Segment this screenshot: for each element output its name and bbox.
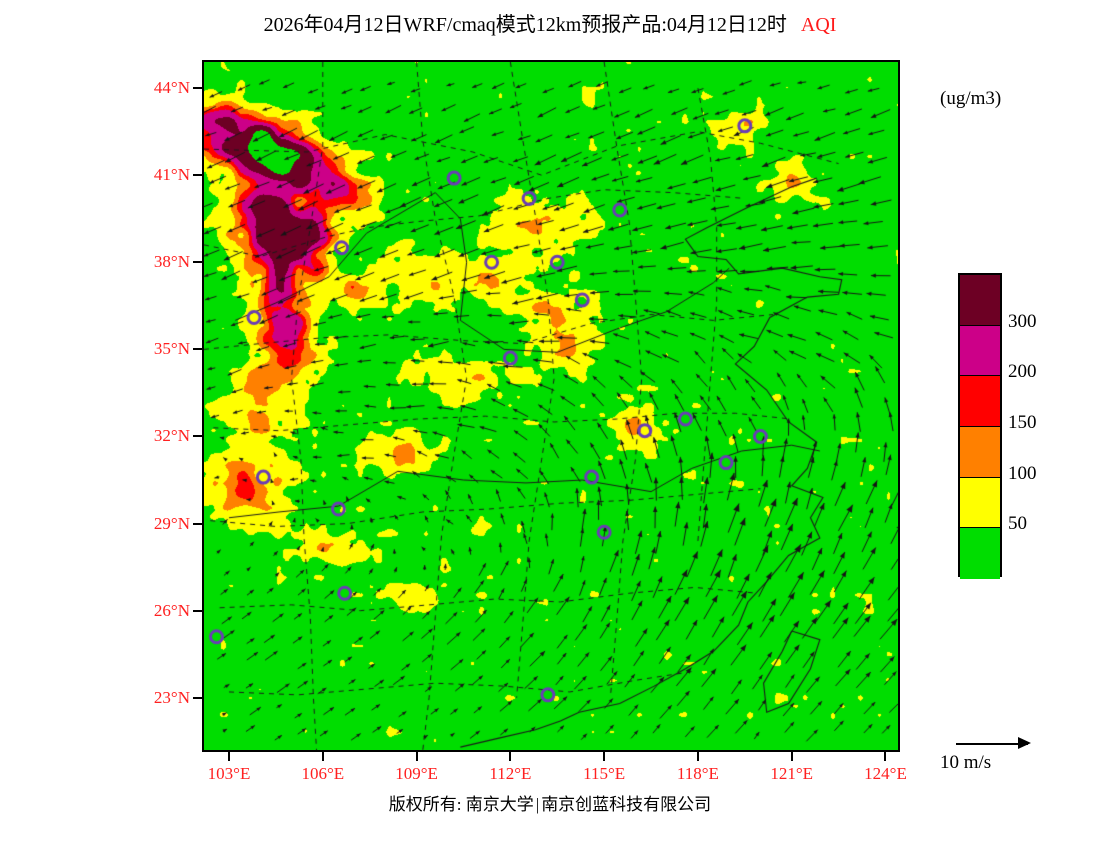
footer-company-text: 南京创蓝科技有限公司 [541, 795, 712, 814]
wind-scale-legend: 10 m/s [940, 735, 1080, 774]
lat-tick-label: 32°N [153, 426, 190, 446]
aqi-contour-canvas [204, 62, 898, 750]
page-title: 2026年04月12日WRF/cmaq模式12km预报产品:04月12日12时 A… [0, 8, 1100, 37]
colorbar-tick-300: 300 [1008, 310, 1037, 332]
lat-tick-label: 38°N [153, 252, 190, 272]
colorbar-band-severe[interactable] [960, 275, 1000, 326]
lat-tick-mark [193, 435, 202, 438]
lat-tick-label: 23°N [153, 687, 190, 707]
lon-tick-mark [415, 752, 418, 761]
lat-tick-label: 44°N [153, 78, 190, 98]
lon-tick-mark [603, 752, 606, 761]
lon-tick-mark [696, 752, 699, 761]
map-plot-area[interactable] [202, 60, 900, 752]
colorbar-band-very-heavy[interactable] [960, 325, 1000, 377]
lon-tick-mark [790, 752, 793, 761]
colorbar-band-light[interactable] [960, 477, 1000, 529]
title-variable-label: AQI [800, 14, 837, 36]
lon-tick-label: 124°E [864, 764, 907, 783]
lat-tick-label: 26°N [153, 600, 190, 620]
lon-tick-label: 112°E [489, 764, 532, 783]
lat-tick-mark [193, 696, 202, 699]
lon-tick-label: 115°E [583, 764, 626, 783]
lon-tick-label: 106°E [301, 764, 345, 783]
colorbar-tick-150: 150 [1008, 412, 1037, 433]
lon-tick-label: 118°E [676, 764, 719, 783]
lat-tick-label: 35°N [153, 339, 190, 359]
lat-tick-label: 29°N [153, 513, 190, 533]
colorbar-tick-50: 50 [1008, 513, 1027, 535]
lat-tick-label: 41°N [153, 165, 190, 185]
aqi-colorbar[interactable] [958, 273, 1002, 579]
colorbar-unit-label: (ug/m3) [940, 88, 1002, 109]
lon-tick-label: 121°E [770, 764, 814, 783]
lon-tick-mark [228, 752, 230, 761]
wind-arrow-icon [956, 735, 1080, 751]
lat-tick-mark [193, 348, 202, 351]
lat-tick-mark [193, 261, 202, 264]
colorbar-tick-100: 100 [1008, 462, 1037, 484]
lon-tick-label: 109°E [395, 764, 438, 783]
lat-tick-mark [193, 609, 202, 612]
colorbar-tick-200: 200 [1008, 361, 1037, 383]
lat-tick-mark [193, 522, 202, 525]
lon-tick-mark [509, 752, 512, 761]
lat-tick-mark [193, 174, 202, 177]
title-main-text: 2026年04月12日WRF/cmaq模式12km预报产品:04月12日12时 [263, 14, 787, 36]
lat-tick-mark [193, 87, 202, 90]
arrow-shaft [956, 743, 1028, 745]
colorbar-band-heavy[interactable] [960, 376, 1000, 427]
colorbar-band-good[interactable] [960, 528, 1000, 579]
footer-copyright: 版权所有: 南京大学 | 南京创蓝科技有限公司 [0, 790, 1100, 815]
lon-tick-mark [884, 752, 887, 761]
lon-tick-mark [321, 752, 324, 761]
footer-copyright-text: 版权所有: 南京大学 [388, 795, 534, 814]
lon-tick-label: 103°E [207, 764, 251, 783]
colorbar-band-moderate[interactable] [960, 426, 1000, 478]
footer-separator: | [535, 795, 540, 814]
arrow-head [1018, 737, 1031, 749]
wind-scale-text: 10 m/s [940, 752, 992, 773]
